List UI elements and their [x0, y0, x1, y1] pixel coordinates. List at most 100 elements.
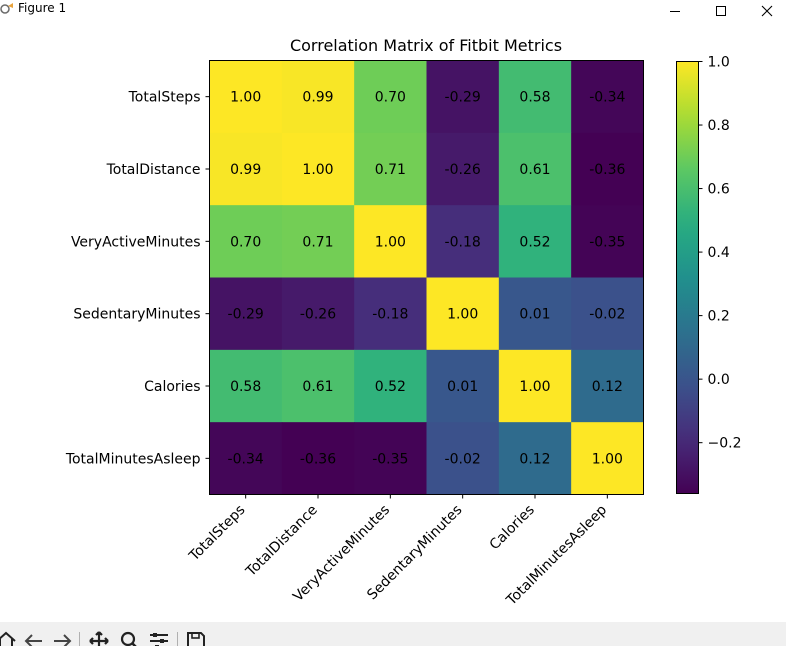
heatmap-cell	[426, 277, 500, 351]
colorbar-tick-label: −0.2	[708, 436, 742, 452]
heatmap-cell	[571, 60, 644, 134]
cell-value-label: 1.00	[302, 162, 333, 178]
heatmap-cell	[354, 205, 427, 278]
cell-value-label: 0.58	[519, 90, 550, 106]
heatmap-cell	[281, 60, 355, 134]
maximize-button[interactable]	[698, 0, 744, 22]
configure-subplots-button[interactable]	[147, 630, 171, 646]
forward-icon	[54, 634, 72, 646]
heatmap-cell	[571, 422, 644, 495]
colorbar-tick-label: 1.0	[708, 55, 730, 71]
zoom-button[interactable]	[117, 630, 141, 646]
cell-value-label: 1.00	[375, 234, 406, 250]
cell-value-label: 0.71	[302, 234, 333, 250]
cell-value-label: 0.58	[230, 379, 261, 395]
window-titlebar: Figure 1	[0, 0, 786, 22]
colorbar-ticks: 1.0 0.8 0.6 0.4 0.2 0.0 −0.2	[698, 55, 742, 452]
colorbar-tick-label: 0.0	[708, 372, 730, 388]
heatmap-cell	[281, 132, 355, 206]
cell-value-label: -0.34	[228, 451, 264, 467]
heatmap-cell	[426, 422, 500, 495]
cell-value-label: 0.12	[592, 379, 623, 395]
save-icon	[187, 632, 205, 646]
cell-value-label: 0.70	[375, 90, 406, 106]
heatmap-frame	[209, 60, 644, 495]
back-icon	[24, 634, 42, 646]
cell-value-label: 0.61	[519, 162, 550, 178]
heatmap-cell	[498, 422, 572, 495]
cell-value-label: -0.02	[589, 307, 625, 323]
heatmap-cell	[571, 132, 644, 206]
cell-value-label: 1.00	[447, 307, 478, 323]
heatmap-annotations: 1.00 0.99 0.70 -0.29 0.58 -0.34 0.99 1.00 0.71 -0…	[228, 90, 626, 468]
cell-value-label: -0.35	[589, 234, 625, 250]
heatmap-cell	[209, 349, 283, 423]
cell-value-label: -0.29	[445, 90, 481, 106]
heatmap-cell	[426, 205, 500, 278]
heatmap-cell	[354, 422, 427, 495]
cell-value-label: 0.61	[302, 379, 333, 395]
colorbar-tick-label: 0.4	[708, 245, 730, 261]
heatmap-cell	[281, 205, 355, 278]
cell-value-label: 0.01	[519, 307, 550, 323]
cell-value-label: -0.36	[300, 451, 336, 467]
heatmap-cell	[281, 349, 355, 423]
close-button[interactable]	[744, 0, 786, 22]
home-button[interactable]	[0, 630, 18, 646]
cell-value-label: -0.26	[445, 162, 481, 178]
pan-icon	[89, 631, 109, 646]
zoom-icon	[120, 631, 137, 646]
save-button[interactable]	[184, 630, 208, 646]
back-button[interactable]	[22, 630, 46, 646]
heatmap-cell	[354, 349, 427, 423]
cell-value-label: -0.18	[372, 307, 408, 323]
forward-button[interactable]	[50, 630, 74, 646]
cell-value-label: 1.00	[230, 90, 261, 106]
window-title: Figure 1	[18, 1, 67, 15]
heatmap-cell	[354, 60, 427, 134]
cell-value-label: -0.18	[445, 234, 481, 250]
heatmap-cell	[426, 349, 500, 423]
x-tick-label: TotalDistance	[242, 502, 320, 580]
colorbar-tick-label: 0.6	[708, 182, 730, 198]
toolbar-separator	[79, 632, 80, 646]
cell-value-label: 0.12	[519, 451, 550, 467]
cell-value-label: 0.01	[447, 379, 478, 395]
x-tick-label: Calories	[487, 502, 538, 553]
y-tick-label: Calories	[144, 379, 200, 395]
cell-value-label: -0.35	[372, 451, 408, 467]
navigation-toolbar	[0, 622, 786, 646]
chart-title: Correlation Matrix of Fitbit Metrics	[290, 36, 562, 55]
heatmap-cell	[354, 277, 427, 351]
heatmap-cell	[498, 277, 572, 351]
y-tick-label: TotalDistance	[106, 162, 201, 178]
cell-value-label: 0.52	[519, 234, 550, 250]
cell-value-label: -0.36	[589, 162, 625, 178]
heatmap-cell	[498, 60, 572, 134]
minimize-button[interactable]	[652, 0, 698, 22]
heatmap-cell	[426, 60, 500, 134]
cell-value-label: -0.29	[228, 307, 264, 323]
maximize-icon	[716, 6, 726, 16]
heatmap-cells	[209, 60, 644, 495]
heatmap-chart: Correlation Matrix of Fitbit Metrics 1.0…	[65, 36, 742, 609]
colorbar	[676, 61, 699, 494]
cell-value-label: 0.70	[230, 234, 261, 250]
colorbar-tick-label: 0.2	[708, 309, 730, 325]
heatmap-cell	[426, 132, 500, 206]
figure-canvas[interactable]: Correlation Matrix of Fitbit Metrics 1.0…	[0, 22, 786, 622]
cell-value-label: 1.00	[519, 379, 550, 395]
close-icon	[761, 5, 773, 17]
heatmap-cell	[209, 132, 283, 206]
heatmap-cell	[209, 277, 283, 351]
x-tick-label: TotalSteps	[186, 502, 249, 565]
minimize-icon	[670, 11, 680, 12]
heatmap-cell	[571, 277, 644, 351]
y-tick-label: TotalMinutesAsleep	[65, 451, 201, 467]
heatmap-cell	[209, 422, 283, 495]
heatmap-cell	[209, 205, 283, 278]
heatmap-cell	[571, 205, 644, 278]
heatmap-cell	[281, 422, 355, 495]
pan-button[interactable]	[87, 630, 111, 646]
cell-value-label: 0.52	[375, 379, 406, 395]
